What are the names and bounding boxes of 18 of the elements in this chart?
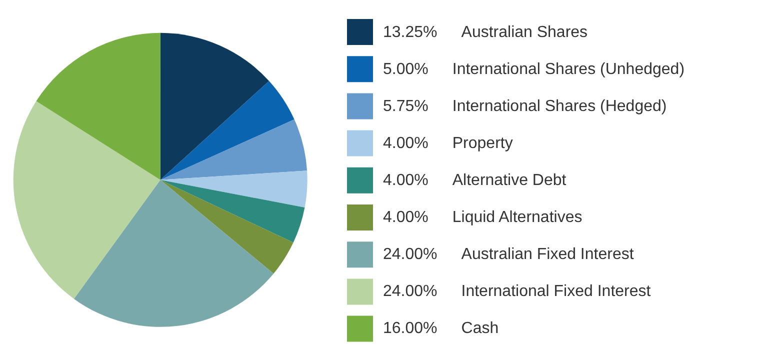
legend-label: 4.00% Property xyxy=(383,135,513,152)
legend-label: 24.00% International Fixed Interest xyxy=(383,283,652,300)
pie-slice xyxy=(160,180,294,274)
pie-slice xyxy=(160,80,294,180)
legend-label: 24.00% Australian Fixed Interest xyxy=(383,246,634,263)
pie-slice xyxy=(36,32,160,180)
legend-label: 4.00% Alternative Debt xyxy=(383,172,567,189)
legend-label: 16.00% Cash xyxy=(383,320,499,337)
legend-label: 4.00% Liquid Alternatives xyxy=(383,209,582,226)
legend-label: 5.00% International Shares (Unhedged) xyxy=(383,61,685,78)
pie-slice xyxy=(14,101,160,299)
legend-label: 13.25% Australian Shares xyxy=(383,24,588,41)
pie-slice xyxy=(160,32,270,180)
pie-slice xyxy=(160,119,308,180)
pie-slice xyxy=(160,170,308,208)
pie-slice xyxy=(74,180,274,327)
pie-slice xyxy=(160,180,305,242)
legend-label: 5.75% International Shares (Hedged) xyxy=(383,98,667,115)
